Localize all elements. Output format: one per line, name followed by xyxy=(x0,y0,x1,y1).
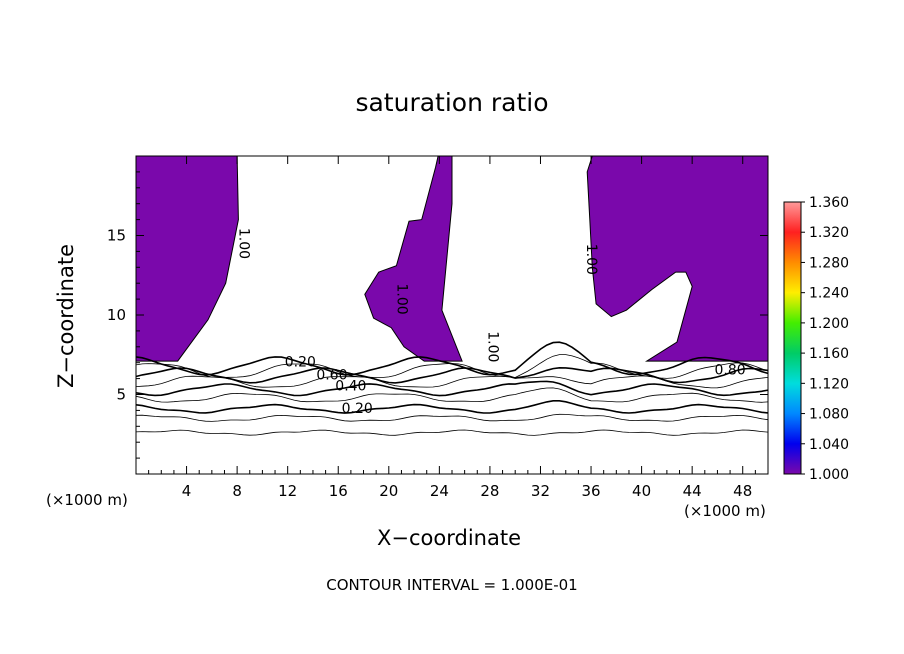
y-axis-ticks: 5 10 15 xyxy=(107,171,768,459)
y-tick-label: 15 xyxy=(107,227,126,245)
chart-title: saturation ratio xyxy=(355,88,549,117)
contour-label-6: 1.00 xyxy=(583,244,599,275)
contour-line-5 xyxy=(135,380,769,397)
x-tick-label: 32 xyxy=(531,482,550,500)
contour-label-1: 0.20 xyxy=(342,401,373,417)
contour-label-9: 0.20 xyxy=(285,355,316,371)
contour-label-7: 1.00 xyxy=(393,284,409,315)
colorbar-label: 1.000 xyxy=(809,467,849,483)
x-tick-label: 4 xyxy=(182,482,192,500)
x-tick-label: 8 xyxy=(232,482,242,500)
colorbar-label: 1.120 xyxy=(809,376,849,392)
x-tick-label: 16 xyxy=(329,482,348,500)
x-tick-label: 12 xyxy=(278,482,297,500)
x-tick-label: 24 xyxy=(430,482,449,500)
saturated-region-2 xyxy=(364,155,463,362)
x-tick-label: 48 xyxy=(733,482,752,500)
colorbar-label: 1.200 xyxy=(809,316,849,332)
x-axis-label: X−coordinate xyxy=(377,526,521,550)
colorbar: 1.360 1.320 1.280 1.240 1.200 1.160 1.120 1.080… xyxy=(783,195,849,483)
contour-line-2 xyxy=(135,413,769,422)
contour-line-9 xyxy=(135,341,769,376)
contour-label-5: 1.00 xyxy=(235,228,251,259)
contour-interval: CONTOUR INTERVAL = 1.000E-01 xyxy=(326,576,578,594)
contour-label-2: 0.40 xyxy=(335,379,366,395)
contour-lines xyxy=(135,341,769,436)
colorbar-label: 1.080 xyxy=(809,407,849,423)
colorbar-label: 1.160 xyxy=(809,346,849,362)
x-tick-label: 40 xyxy=(632,482,651,500)
colorbar-label: 1.040 xyxy=(809,437,849,453)
colorbar-scale xyxy=(783,201,802,475)
contour-label-8: 1.00 xyxy=(484,331,500,362)
x-tick-label: 20 xyxy=(379,482,398,500)
contour-line-4 xyxy=(135,387,769,403)
x-unit-right: (×1000 m) xyxy=(684,502,766,520)
contour-label-4: 0.80 xyxy=(714,363,745,379)
saturated-region-3 xyxy=(586,155,769,362)
x-tick-label: 28 xyxy=(480,482,499,500)
contour-label-3: 0.60 xyxy=(316,367,347,383)
contour-line-3 xyxy=(135,400,769,414)
x-tick-label: 44 xyxy=(683,482,702,500)
contour-labels: 0.20 0.400.60 0.80 1.00 1.00 1.00 1.00 0.20 xyxy=(235,228,745,417)
colorbar-label: 1.360 xyxy=(809,195,849,211)
y-axis-label: Z−coordinate xyxy=(54,244,78,388)
saturated-region-1 xyxy=(135,155,239,362)
contour-line-1 xyxy=(135,429,769,436)
saturated-regions xyxy=(135,155,769,362)
colorbar-label: 1.280 xyxy=(809,255,849,271)
contour-line-7 xyxy=(135,366,769,384)
y-tick-label: 5 xyxy=(116,386,126,404)
colorbar-label: 1.320 xyxy=(809,225,849,241)
x-tick-label: 36 xyxy=(581,482,600,500)
colorbar-label: 1.240 xyxy=(809,286,849,302)
x-unit-left: (×1000 m) xyxy=(46,491,128,509)
y-tick-label: 10 xyxy=(107,306,126,324)
x-axis-ticks: 4 8 12 16 20 24 28 32 36 40 44 48 xyxy=(148,156,756,500)
